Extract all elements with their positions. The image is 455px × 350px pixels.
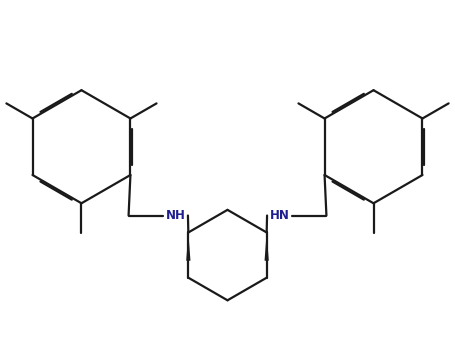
Text: HN: HN bbox=[269, 209, 289, 222]
Polygon shape bbox=[186, 232, 191, 261]
Polygon shape bbox=[264, 232, 269, 261]
Text: NH: NH bbox=[166, 209, 186, 222]
